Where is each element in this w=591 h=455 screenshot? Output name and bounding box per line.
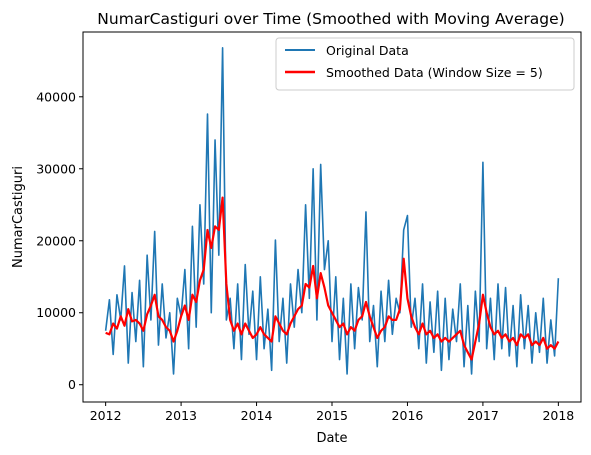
legend-label-original: Original Data — [326, 43, 409, 58]
x-tick-label: 2016 — [392, 408, 424, 423]
x-tick-label: 2014 — [241, 408, 273, 423]
chart-title: NumarCastiguri over Time (Smoothed with … — [97, 10, 564, 28]
y-tick-label: 40000 — [36, 89, 76, 104]
x-tick-label: 2018 — [542, 408, 574, 423]
y-axis-label: NumarCastiguri — [11, 166, 26, 268]
y-axis: 0 10000 20000 30000 40000 — [36, 89, 83, 392]
x-axis-label: Date — [316, 431, 347, 446]
legend-label-smoothed: Smoothed Data (Window Size = 5) — [326, 65, 543, 80]
y-tick-label: 20000 — [36, 233, 76, 248]
series-layer — [104, 47, 560, 375]
y-tick-label: 0 — [68, 377, 76, 392]
series-line-smoothed — [105, 196, 560, 361]
x-axis: 2012 2013 2014 2015 2016 2017 2018 — [90, 402, 574, 423]
x-tick-label: 2015 — [316, 408, 348, 423]
legend: Original Data Smoothed Data (Window Size… — [275, 37, 575, 91]
x-tick-label: 2012 — [90, 408, 122, 423]
x-tick-label: 2017 — [467, 408, 499, 423]
legend-box — [275, 37, 575, 91]
x-tick-label: 2013 — [165, 408, 197, 423]
y-tick-label: 30000 — [36, 161, 76, 176]
y-tick-label: 10000 — [36, 305, 76, 320]
